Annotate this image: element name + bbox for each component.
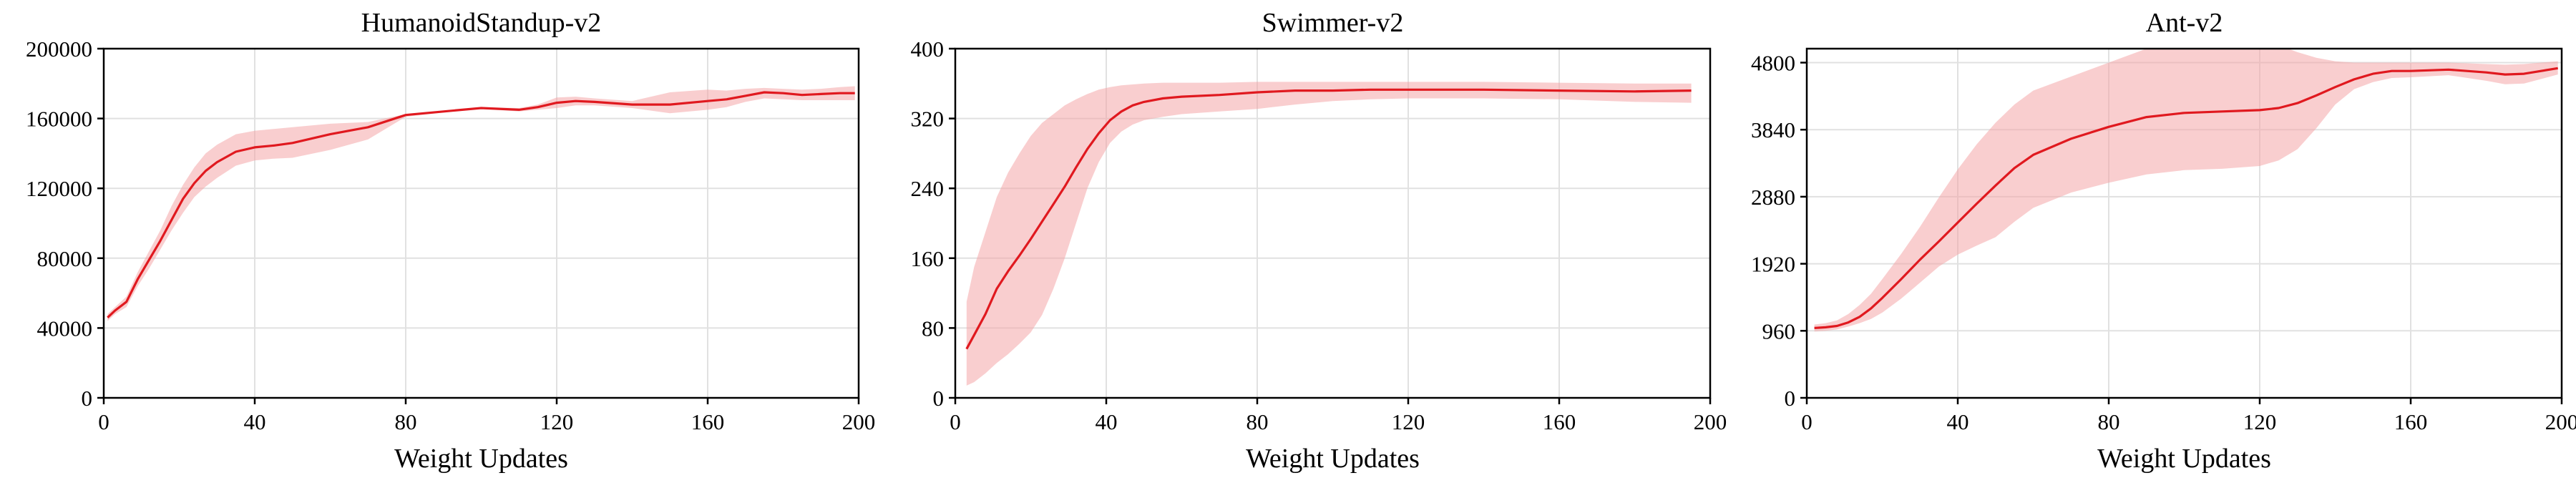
x-axis-label: Weight Updates — [2097, 444, 2271, 474]
x-tick-label: 40 — [1947, 409, 1969, 434]
y-tick-label: 80 — [922, 316, 944, 341]
y-tick-label: 200000 — [26, 36, 92, 62]
mean-line — [965, 88, 1692, 350]
x-tick-label: 200 — [842, 409, 876, 434]
x-tick-label: 120 — [2243, 409, 2277, 434]
chart-title: Ant-v2 — [2146, 8, 2223, 38]
mean-line — [1814, 67, 2558, 329]
x-tick-label: 160 — [2394, 409, 2428, 434]
chart-title: Swimmer-v2 — [1262, 8, 1404, 38]
y-tick-label: 0 — [933, 386, 945, 411]
confidence-band — [107, 86, 855, 321]
y-tick-label: 40000 — [37, 316, 93, 341]
mean-line — [107, 91, 855, 318]
y-tick-label: 400 — [911, 36, 945, 62]
y-tick-label: 960 — [1762, 318, 1796, 343]
y-tick-label: 160 — [911, 246, 945, 271]
chart-panel: 0 40 80 120 160 200 0 960 1920 2880 3840 4800 Ant-v2… — [1751, 8, 2576, 474]
y-tick-label: 0 — [82, 386, 93, 411]
x-tick-label: 0 — [950, 409, 961, 434]
y-tick-label: 4800 — [1751, 51, 1795, 76]
y-tick-label: 0 — [1785, 386, 1796, 411]
plot-frame — [954, 47, 1712, 399]
x-tick-label: 80 — [395, 409, 417, 434]
x-tick-label: 80 — [1246, 409, 1269, 434]
x-tick-label: 160 — [691, 409, 725, 434]
chart-panel: 0 40 80 120 160 200 0 40000 80000 120000 160000 200… — [26, 8, 875, 474]
plot-frame — [1805, 47, 2563, 399]
x-tick-label: 160 — [1543, 409, 1576, 434]
x-tick-label: 200 — [2545, 409, 2576, 434]
y-tick-label: 2880 — [1751, 185, 1795, 210]
y-tick-label: 160000 — [26, 107, 92, 132]
x-tick-label: 120 — [1392, 409, 1425, 434]
x-tick-label: 120 — [540, 409, 574, 434]
y-tick-label: 240 — [911, 176, 945, 201]
x-tick-label: 200 — [1694, 409, 1727, 434]
y-tick-label: 1920 — [1751, 252, 1795, 277]
x-axis-label: Weight Updates — [394, 444, 568, 474]
plot-frame — [102, 47, 860, 399]
y-tick-label: 320 — [911, 107, 945, 132]
x-tick-label: 40 — [244, 409, 266, 434]
y-tick-label: 3840 — [1751, 117, 1795, 142]
x-tick-label: 80 — [2098, 409, 2120, 434]
x-tick-label: 0 — [1801, 409, 1813, 434]
confidence-band — [1814, 49, 2558, 332]
chart-title: HumanoidStandup-v2 — [361, 8, 602, 38]
chart-panel: 0 40 80 120 160 200 0 80 160 240 320 400 Swimmer-v2 W… — [911, 8, 1727, 474]
confidence-band — [966, 82, 1692, 386]
y-tick-label: 80000 — [37, 246, 93, 271]
x-axis-label: Weight Updates — [1246, 444, 1420, 474]
x-tick-label: 40 — [1096, 409, 1118, 434]
y-tick-label: 120000 — [26, 176, 92, 201]
x-tick-label: 0 — [98, 409, 109, 434]
